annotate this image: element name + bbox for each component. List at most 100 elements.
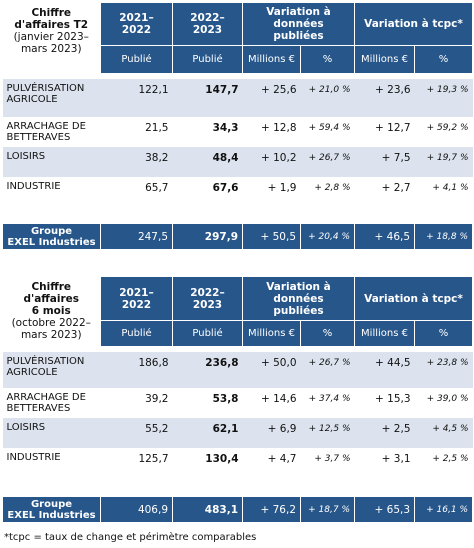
label-line: EXEL Industries (7, 237, 96, 248)
cell: 67,6 (212, 181, 239, 194)
cell: + 20,4 % (299, 223, 356, 250)
cell: + 2,5 (381, 422, 411, 435)
column-header: 2022–2023 (172, 276, 243, 321)
cell: 483,1 (172, 496, 243, 523)
subheader-row: Publié Publié Millions €% Millions €% (3, 320, 474, 347)
cell: + 4,7 (267, 452, 297, 465)
column-header: 2022–2023 (172, 2, 243, 46)
cell: + 65,3 (354, 496, 416, 523)
cell: + 59,2 % (426, 122, 469, 133)
subcolumn-header: Publié (100, 320, 173, 347)
data-row: ARRACHAGE DE BETTERAVES 39,2 53,8 + 14,6 + 3… (2, 387, 473, 418)
cell: + 37,4 % (308, 393, 351, 404)
cell: 65,7 (145, 181, 169, 194)
table: Chiffre d'affaires 6 mois (octobre 2022–mar… (2, 276, 474, 523)
cell: 38,2 (145, 151, 169, 164)
cell: + 26,7 % (308, 357, 351, 368)
cell: 130,4 (205, 452, 239, 465)
cell: + 39,0 % (426, 393, 469, 404)
cell: + 3,1 (381, 452, 411, 465)
cell: + 12,7 (375, 121, 411, 134)
cell: + 14,6 (260, 392, 297, 405)
column-header: Variation à tcpc* (354, 276, 474, 321)
subcolumn-header: % (299, 45, 356, 74)
period: (octobre 2022–mars 2023) (11, 316, 91, 341)
cell: + 23,6 (375, 83, 411, 96)
data-row: INDUSTRIE 125,7 130,4 + 4,7 + 3,7 % + 3,1 + 2,… (2, 447, 473, 480)
total-label: Groupe EXEL Industries (2, 223, 101, 250)
row-label: ARRACHAGE DE BETTERAVES (6, 391, 86, 414)
cell: + 23,8 % (426, 357, 469, 368)
cell: 186,8 (138, 356, 169, 369)
cell: + 12,5 % (308, 423, 351, 434)
cell: + 2,8 % (314, 182, 351, 193)
cell: + 4,5 % (432, 423, 469, 434)
footnote: *tcpc = taux de change et périmètre comp… (4, 532, 257, 543)
label-line: 6 mois (31, 304, 71, 317)
cell: + 25,6 (260, 83, 297, 96)
cell: + 19,3 % (426, 84, 469, 95)
label-line: d'affaires T2 (14, 18, 89, 31)
cell: + 2,7 (381, 181, 411, 194)
data-row: PULVÉRISATION AGRICOLE 122,1 147,7 + 25,6 + … (2, 78, 473, 117)
label-line: Chiffre (31, 6, 72, 19)
cell: + 16,1 % (414, 496, 474, 523)
cell: + 12,8 (260, 121, 297, 134)
label-line: d'affaires (23, 292, 80, 305)
column-header: 2021–2022 (100, 2, 173, 46)
cell: 125,7 (138, 452, 169, 465)
cell: + 3,7 % (314, 453, 351, 464)
cell: 34,3 (212, 121, 239, 134)
total-row: Groupe EXEL Industries 247,5 297,9 + 50,5 + 2… (2, 223, 474, 250)
cell: + 4,1 % (432, 182, 469, 193)
subcolumn-header: Millions € (242, 45, 301, 74)
cell: + 50,0 (260, 356, 297, 369)
subheader-row: Publié Publié Millions €% Millions €% (3, 45, 474, 74)
row-label: ARRACHAGE DE BETTERAVES (6, 120, 86, 143)
data-row: LOISIRS 55,2 62,1 + 6,9 + 12,5 % + 2,5 + 4,5 % (2, 417, 473, 448)
cell: + 6,9 (267, 422, 297, 435)
cell: 297,9 (172, 223, 243, 250)
cell: 62,1 (212, 422, 239, 435)
cell: 39,2 (145, 392, 169, 405)
row-label: LOISIRS (6, 150, 46, 162)
cell: 236,8 (205, 356, 239, 369)
row-label: PULVÉRISATION AGRICOLE (6, 355, 85, 378)
cell: 147,7 (205, 83, 239, 96)
cell: + 10,2 (260, 151, 297, 164)
cell: + 26,7 % (308, 152, 351, 163)
cell: + 59,4 % (308, 122, 351, 133)
subcolumn-header: % (414, 320, 474, 347)
data-row: ARRACHAGE DE BETTERAVES 21,5 34,3 + 12,8 + 5… (2, 116, 473, 147)
subcolumn-header: % (414, 45, 474, 74)
subcolumn-header: % (299, 320, 356, 347)
column-header: Variation à données publiées (241, 2, 356, 46)
cell: + 15,3 (375, 392, 411, 405)
row-label: INDUSTRIE (6, 451, 61, 463)
header-row: Chiffre d'affaires T2 (janvier 2023–mars 2… (2, 2, 474, 74)
cell: + 76,2 (242, 496, 301, 523)
table-label: Chiffre d'affaires T2 (janvier 2023–mars 2… (2, 2, 101, 74)
label-line: Groupe (30, 226, 73, 237)
label-line: Chiffre (31, 280, 72, 293)
cell: 247,5 (100, 223, 173, 250)
cell: + 19,7 % (426, 152, 469, 163)
subcolumn-header: Publié (172, 320, 243, 347)
spacer (3, 207, 473, 224)
total-label: Groupe EXEL Industries (2, 496, 101, 523)
cell: + 2,5 % (432, 453, 469, 464)
table-label: Chiffre d'affaires 6 mois (octobre 2022–mar… (2, 276, 101, 347)
cell: 122,1 (138, 83, 169, 96)
cell: + 46,5 (354, 223, 416, 250)
subcolumn-header: Millions € (354, 45, 416, 74)
cell: + 18,7 % (299, 496, 356, 523)
cell: 53,8 (212, 392, 239, 405)
data-row: INDUSTRIE 65,7 67,6 + 1,9 + 2,8 % + 2,7 + 4,1 … (2, 176, 473, 207)
subcolumn-header: Millions € (354, 320, 416, 347)
column-header: Variation à données publiées (241, 276, 356, 321)
header-row: Chiffre d'affaires 6 mois (octobre 2022–mar… (2, 276, 474, 347)
cell: 55,2 (145, 422, 169, 435)
subcolumn-header: Millions € (242, 320, 301, 347)
label-line: Groupe (30, 499, 73, 510)
period: (janvier 2023–mars 2023) (13, 30, 89, 55)
